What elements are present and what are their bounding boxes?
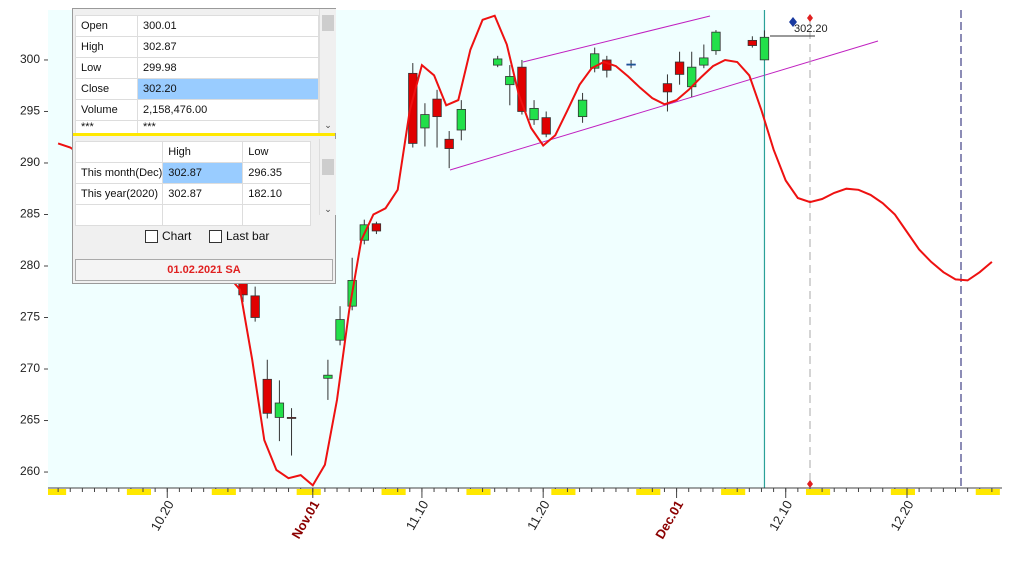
checkbox-label: Chart (162, 229, 192, 243)
cell: 302.87 (162, 162, 244, 184)
cell: 182.10 (242, 183, 311, 205)
quote-label: Volume (75, 99, 138, 121)
x-tick-label: Nov.01 (289, 498, 323, 542)
weekend-strip (551, 489, 576, 495)
candle-body (699, 57, 709, 66)
quote-label: High (75, 36, 138, 58)
quote-value: 2,158,476.00 (137, 99, 319, 121)
x-tick-label: Dec.01 (652, 498, 686, 542)
candle-body (335, 319, 345, 341)
separator (73, 133, 335, 136)
candle-body (590, 53, 600, 69)
y-tick-label: 275 (20, 310, 40, 324)
candle-body (505, 76, 515, 86)
candle-body (456, 109, 466, 131)
candle-body (323, 374, 333, 379)
channel-lower (449, 40, 879, 171)
last-price-label: 302.20 (794, 23, 828, 35)
row-label: This month(Dec) (74, 162, 164, 184)
weekend-strip (466, 489, 491, 495)
quote-row: Volume 2,158,476.00 (75, 99, 319, 121)
scrollbar[interactable]: ⌄ (319, 9, 336, 133)
channel-upper (522, 15, 711, 63)
quote-label: Low (75, 57, 138, 79)
quote-value: *** (137, 120, 319, 134)
y-tick-label: 280 (20, 258, 40, 272)
candle-body (274, 402, 285, 418)
weekend-strip (296, 489, 321, 495)
weekend-strip (890, 489, 915, 495)
x-tick-label: 11.10 (403, 498, 432, 533)
cell: 296.35 (242, 162, 311, 184)
candle-body (408, 72, 418, 144)
candle-body (759, 36, 770, 61)
quote-row: Low 299.98 (75, 57, 319, 79)
info-panel: Open 300.01 High 302.87 Low 299.98 Close 302.20… (72, 8, 336, 284)
candle-body (444, 138, 454, 149)
candle-body (529, 107, 539, 121)
y-tick-label: 285 (20, 207, 40, 221)
y-tick-label: 270 (20, 361, 40, 375)
checkbox[interactable]: Last bar (209, 229, 269, 243)
y-tick-label: 300 (20, 52, 40, 66)
quote-row: Open 300.01 (75, 15, 319, 37)
weekend-strip (48, 489, 67, 495)
x-tick-label: 12.10 (766, 498, 795, 534)
cycle-curve (57, 14, 993, 487)
candle-body (432, 98, 442, 118)
footer: 01.02.2021 SA (75, 259, 333, 281)
candle-body (493, 58, 503, 66)
candle-body (711, 31, 721, 52)
y-tick-label: 260 (20, 464, 40, 478)
checkbox-label: Last bar (226, 229, 270, 243)
weekend-strip (381, 489, 406, 495)
candle-body (674, 61, 685, 75)
x-tick-label: 10.20 (148, 498, 177, 534)
candle-body (262, 378, 272, 414)
quote-value: 300.01 (137, 15, 319, 37)
candle-body (626, 63, 636, 66)
scrollbar[interactable]: ⌄ (319, 139, 336, 215)
quote-label: Close (75, 78, 138, 100)
candle-body (577, 99, 588, 118)
weekend-strip (126, 489, 152, 495)
cell: 302.87 (162, 183, 244, 205)
weekend-strip (805, 489, 831, 495)
quote-row: Close 302.20 (75, 78, 319, 100)
quote-label: Open (75, 15, 138, 37)
quote-value: 302.20 (137, 78, 319, 100)
weekend-strip (975, 489, 1000, 495)
candle-body (250, 295, 260, 318)
marker (807, 480, 813, 488)
x-tick-label: 12.20 (887, 498, 916, 534)
candle-body (747, 39, 757, 46)
weekend-strip (211, 489, 236, 495)
quote-table: Open 300.01 High 302.87 Low 299.98 Close 302.20… (75, 15, 319, 134)
quote-row: High 302.87 (75, 36, 319, 58)
last-marker (789, 17, 797, 27)
weekend-strip (636, 489, 661, 495)
candle-body (371, 223, 382, 232)
candle-body (662, 83, 673, 93)
y-tick-label: 265 (20, 413, 40, 427)
checkbox[interactable]: Chart (145, 229, 191, 243)
marker (807, 14, 813, 22)
quote-label: *** (75, 120, 138, 134)
range-table: High Low This month(Dec) 302.87 296.35 T… (74, 141, 311, 226)
quote-row: *** *** (75, 120, 319, 134)
y-tick-label: 290 (20, 155, 40, 169)
x-tick-label: 11.20 (524, 498, 553, 533)
header-cell: Low (242, 141, 311, 163)
header-cell: High (162, 141, 244, 163)
y-tick-label: 295 (20, 104, 40, 118)
candle-body (541, 117, 551, 135)
quote-value: 299.98 (137, 57, 319, 79)
quote-value: 302.87 (137, 36, 319, 58)
row-label: This year(2020) (74, 183, 164, 205)
candle-body (420, 114, 430, 129)
weekend-strip (721, 489, 746, 495)
candle-body (286, 417, 297, 419)
